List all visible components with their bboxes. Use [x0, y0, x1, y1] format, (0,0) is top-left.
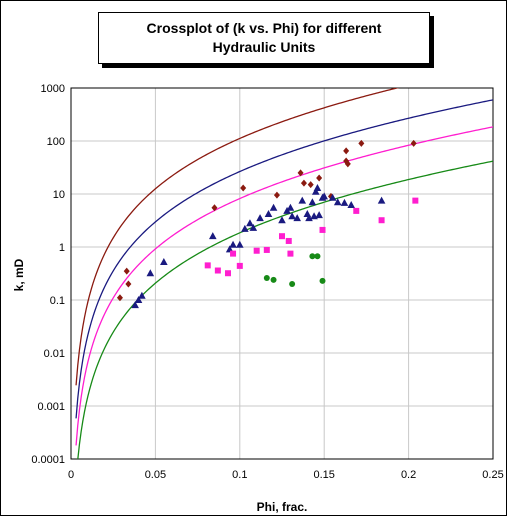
- diamond-point: [344, 160, 351, 168]
- triangle-point: [278, 216, 286, 224]
- diamond-point: [307, 181, 314, 189]
- x-tick-label: 0.2: [401, 469, 416, 481]
- triangle-point: [288, 212, 296, 220]
- fit-curves: [75, 88, 493, 459]
- circle-point: [289, 281, 296, 288]
- y-tick-label: 1: [59, 242, 65, 254]
- triangle-point: [264, 209, 273, 217]
- y-tick-label: 0.0001: [31, 454, 65, 466]
- triangle-point: [286, 203, 295, 211]
- triangle-point: [377, 196, 386, 204]
- x-axis-label: Phi, frac.: [257, 500, 308, 514]
- y-tick-label: 0.001: [37, 401, 65, 413]
- triangle-point: [241, 224, 249, 232]
- diamond-point: [297, 169, 304, 177]
- circle-point: [309, 253, 316, 260]
- square-point: [279, 233, 285, 240]
- diamond-point: [316, 174, 323, 182]
- triangle-point: [160, 258, 168, 266]
- x-tick-label: 0: [68, 469, 74, 481]
- diamond-point: [343, 147, 350, 155]
- y-tick-label: 100: [47, 136, 65, 148]
- x-tick-label: 0.1: [232, 469, 247, 481]
- y-tick-label: 1000: [41, 83, 65, 95]
- triangle-point: [320, 192, 328, 200]
- square-point: [287, 250, 294, 257]
- fit-curve: [75, 88, 400, 386]
- triangle-point: [249, 223, 258, 231]
- square-point: [253, 247, 260, 254]
- triangle-point: [134, 296, 143, 303]
- triangle-point: [229, 240, 237, 248]
- triangle-point: [305, 214, 313, 222]
- diamond-point: [410, 139, 417, 147]
- y-tick-labels: 0.0001 0.001 0.01 0.1 1 10 100 1000: [31, 83, 65, 466]
- square-point: [204, 262, 211, 269]
- triangle-point: [256, 214, 264, 222]
- diamond-point: [300, 179, 307, 187]
- square-point: [353, 207, 360, 214]
- diamond-point: [123, 267, 130, 275]
- square-point: [230, 250, 237, 257]
- triangle-point: [328, 193, 337, 201]
- diamond-point: [116, 294, 123, 302]
- diamond-point: [273, 191, 280, 199]
- y-axis-label: k, mD: [12, 258, 26, 291]
- diamond-point: [240, 184, 247, 192]
- triangle-point: [308, 198, 317, 206]
- triangle-point: [293, 214, 301, 222]
- diamond-point: [358, 139, 365, 147]
- triangle-point: [208, 232, 217, 240]
- square-point: [214, 267, 221, 274]
- circle-point: [270, 276, 277, 283]
- x-tick-label: 0.15: [313, 469, 334, 481]
- y-tick-label: 10: [53, 189, 65, 201]
- square-point: [285, 237, 292, 244]
- square-point: [412, 197, 419, 204]
- plot-area: [70, 87, 494, 460]
- triangle-point: [131, 301, 139, 309]
- fit-curve: [75, 126, 493, 446]
- triangle-point: [236, 240, 244, 248]
- triangle-point: [347, 201, 356, 209]
- triangle-point: [311, 187, 320, 195]
- triangle-point: [269, 203, 278, 211]
- triangle-point: [333, 198, 342, 206]
- x-tick-labels: 0 0.05 0.1 0.15 0.2 0.25: [68, 469, 504, 481]
- data-points: [116, 139, 419, 309]
- y-tick-label: 0.1: [50, 295, 65, 307]
- square-point: [319, 226, 326, 233]
- fit-curve: [77, 160, 493, 459]
- fit-curve: [75, 99, 493, 419]
- x-tick-label: 0.25: [482, 469, 503, 481]
- triangle-point: [146, 269, 155, 277]
- square-point: [263, 246, 270, 253]
- triangle-point: [298, 196, 307, 204]
- circle-point: [263, 275, 270, 282]
- diamond-point: [125, 280, 132, 288]
- square-point: [224, 270, 231, 277]
- triangle-point: [138, 291, 146, 299]
- square-point: [378, 217, 385, 224]
- square-point: [236, 262, 243, 269]
- triangle-point: [315, 211, 323, 219]
- triangle-point: [246, 219, 254, 227]
- circle-point: [319, 277, 326, 284]
- circle-point: [314, 253, 321, 260]
- chart-title-line-2: Hydraulic Units: [212, 39, 316, 55]
- chart-title-line-1: Crossplot of (k vs. Phi) for different: [146, 20, 382, 36]
- diamond-point: [211, 204, 218, 212]
- chart-title: Crossplot of (k vs. Phi) for different H…: [98, 12, 430, 64]
- triangle-point: [340, 198, 349, 206]
- triangle-point: [313, 183, 322, 191]
- y-tick-label: 0.01: [44, 348, 65, 360]
- x-tick-label: 0.05: [145, 469, 166, 481]
